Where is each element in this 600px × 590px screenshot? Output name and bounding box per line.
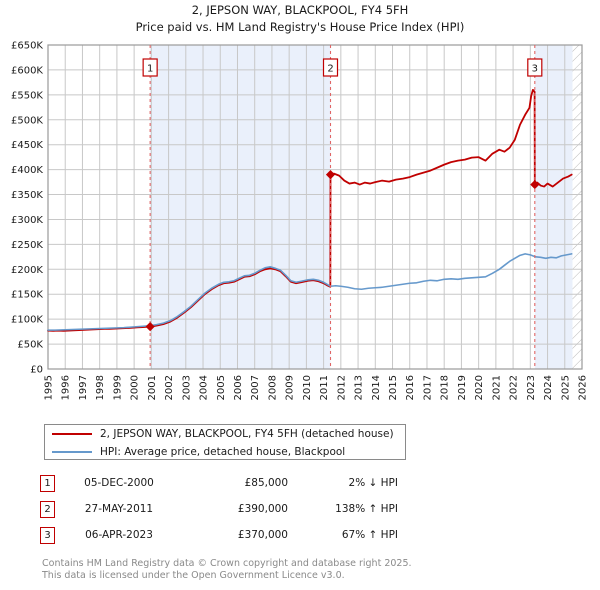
shaded-band	[150, 45, 331, 369]
marker-label-2: 2	[322, 58, 339, 77]
row-date: 06-APR-2023	[85, 529, 153, 541]
transaction-marker	[325, 170, 336, 180]
x-tick-label: 2008	[267, 375, 278, 400]
transaction-marker	[145, 322, 155, 332]
x-tick-label: 2021	[491, 375, 502, 400]
x-tick-label: 1998	[95, 375, 106, 400]
plot-area: £0 £50K £100K £150K £200K £250K £300K £350K £400…	[11, 41, 589, 401]
row-hpi-delta: 138% ↑ HPI	[335, 503, 398, 515]
x-tick-label: 2004	[199, 375, 210, 400]
row-marker-number: 2	[40, 500, 55, 518]
y-tick-label: £550K	[11, 90, 43, 101]
y-tick-label: £200K	[11, 265, 43, 276]
legend-label-hpi: HPI: Average price, detached house, Blac…	[100, 446, 346, 458]
x-tick-label: 2026	[578, 375, 589, 400]
row-hpi-delta: 2% ↓ HPI	[348, 477, 398, 489]
footer-line-2: This data is licensed under the Open Gov…	[42, 569, 345, 581]
chart-title-block: 2, JEPSON WAY, BLACKPOOL, FY4 5FH Price …	[0, 2, 600, 36]
chart-legend: 2, JEPSON WAY, BLACKPOOL, FY4 5FH (detac…	[44, 424, 406, 460]
row-date: 27-MAY-2011	[84, 503, 154, 515]
svg-text:1: 1	[147, 64, 153, 75]
y-tick-label: £0	[30, 365, 43, 376]
x-tick-label: 2002	[164, 375, 175, 400]
row-price: £390,000	[237, 503, 288, 515]
x-tick-label: 1995	[44, 375, 55, 400]
x-tick-label: 2009	[285, 375, 296, 400]
transactions-table: 1 05-DEC-2000 £85,000 2% ↓ HPI 2 27-MAY-…	[40, 470, 440, 548]
x-tick-label: 2024	[543, 375, 554, 400]
x-tick-label: 2013	[354, 375, 365, 400]
transaction-marker	[530, 179, 540, 190]
y-tick-label: £250K	[11, 240, 43, 251]
page-title: 2, JEPSON WAY, BLACKPOOL, FY4 5FH	[191, 3, 409, 17]
x-tick-label: 2016	[405, 375, 416, 400]
table-row: 2 27-MAY-2011 £390,000 138% ↑ HPI	[40, 496, 440, 522]
marker-label-3: 3	[527, 58, 543, 77]
row-price: £370,000	[237, 529, 288, 541]
x-tick-label: 2014	[371, 375, 382, 400]
y-tick-label: £50K	[17, 340, 43, 351]
x-tick-label: 2017	[422, 375, 433, 400]
y-tick-label: £600K	[11, 65, 43, 76]
x-tick-label: 2020	[474, 375, 485, 400]
x-tick-label: 2018	[440, 375, 451, 400]
row-marker-number: 3	[40, 526, 55, 544]
shaded-band	[534, 45, 573, 369]
y-tick-label: £450K	[11, 140, 43, 151]
x-tick-label: 1996	[61, 375, 72, 400]
footer-attribution: Contains HM Land Registry data © Crown c…	[42, 558, 582, 581]
y-tick-label: £300K	[11, 215, 43, 226]
x-tick-label: 2001	[147, 375, 158, 400]
y-tick-label: £400K	[11, 165, 43, 176]
footer-line-1: Contains HM Land Registry data © Crown c…	[42, 558, 412, 569]
x-tick-label: 2019	[457, 375, 468, 400]
x-tick-label: 2003	[181, 375, 192, 400]
row-date: 05-DEC-2000	[84, 477, 154, 489]
y-tick-label: £500K	[11, 115, 43, 126]
legend-item-hpi: HPI: Average price, detached house, Blac…	[45, 443, 405, 461]
x-tick-label: 2012	[336, 375, 347, 400]
x-tick-label: 1999	[112, 375, 123, 400]
legend-swatch-property	[52, 433, 92, 435]
x-tick-label: 2005	[216, 375, 227, 400]
page-subtitle: Price paid vs. HM Land Registry's House …	[135, 20, 465, 34]
svg-text:3: 3	[532, 64, 538, 75]
row-price: £85,000	[244, 477, 288, 489]
row-marker-number: 1	[40, 474, 55, 492]
table-row: 1 05-DEC-2000 £85,000 2% ↓ HPI	[40, 470, 440, 496]
x-tick-label: 2010	[302, 375, 313, 400]
x-tick-label: 1997	[78, 375, 89, 400]
x-tick-label: 2022	[509, 375, 520, 400]
x-tick-label: 2011	[319, 375, 330, 400]
future-region	[572, 45, 582, 369]
legend-label-property: 2, JEPSON WAY, BLACKPOOL, FY4 5FH (detac…	[100, 428, 394, 440]
row-hpi-delta: 67% ↑ HPI	[341, 529, 398, 541]
x-tick-label: 2000	[130, 375, 141, 400]
legend-item-property: 2, JEPSON WAY, BLACKPOOL, FY4 5FH (detac…	[45, 425, 405, 443]
y-tick-label: £350K	[11, 190, 43, 201]
x-tick-label: 2015	[388, 375, 399, 400]
y-tick-label: £100K	[11, 315, 43, 326]
legend-swatch-hpi	[52, 451, 92, 453]
y-tick-label: £150K	[11, 290, 43, 301]
marker-label-1: 1	[142, 58, 158, 77]
x-tick-label: 2023	[526, 375, 537, 400]
table-row: 3 06-APR-2023 £370,000 67% ↑ HPI	[40, 522, 440, 548]
y-tick-label: £650K	[11, 41, 43, 52]
svg-text:2: 2	[327, 64, 333, 75]
x-tick-label: 2025	[560, 375, 571, 400]
x-tick-label: 2006	[233, 375, 244, 400]
x-tick-label: 2007	[250, 375, 261, 400]
